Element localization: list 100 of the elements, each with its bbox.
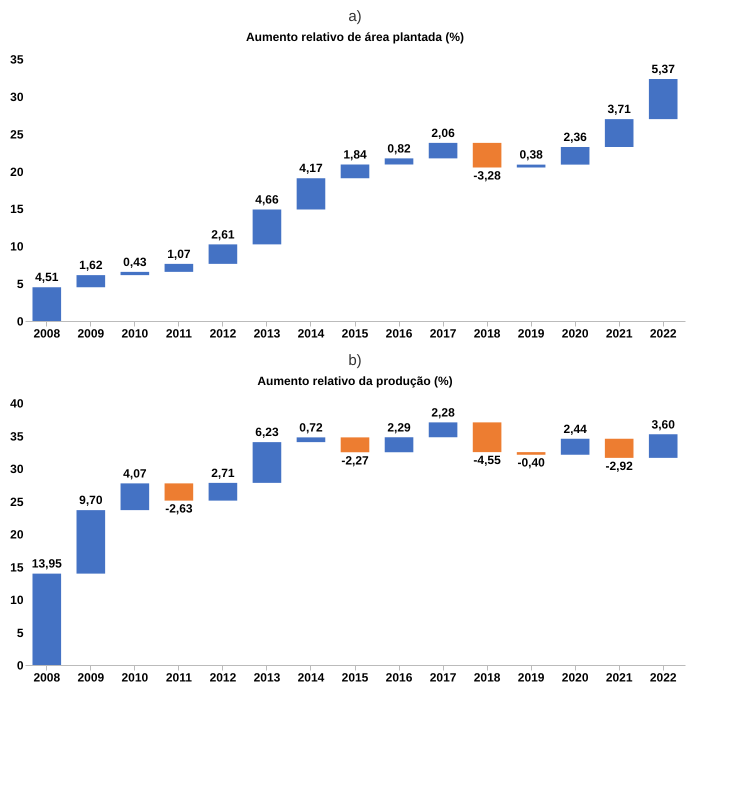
x-tick-label: 2021	[606, 670, 633, 684]
bar	[428, 142, 458, 158]
chart-title: a)	[348, 8, 362, 25]
bar	[472, 142, 502, 168]
y-tick-label: 5	[16, 626, 24, 640]
data-label: 3,71	[607, 102, 632, 116]
chart-subtitle: Aumento relativo da produção (%)	[257, 374, 453, 388]
y-tick-label: 35	[10, 52, 24, 66]
data-label: -4,55	[473, 453, 502, 468]
x-tick-label: 2012	[210, 670, 237, 684]
chart-subtitle: Aumento relativo de área plantada (%)	[246, 30, 464, 44]
data-label: 1,07	[167, 246, 191, 261]
y-tick-label: 0	[16, 658, 24, 672]
bar	[472, 422, 502, 452]
bar	[164, 264, 194, 272]
x-tick-label: 2019	[518, 326, 545, 340]
data-label: 2,61	[211, 227, 235, 242]
bar	[208, 482, 238, 501]
x-tick-label: 2015	[342, 326, 369, 340]
bar	[428, 422, 458, 438]
bar	[384, 437, 414, 452]
data-label: -2,27	[341, 453, 369, 468]
data-label: 1,84	[343, 147, 367, 162]
x-tick-label: 2008	[33, 326, 60, 340]
bar	[560, 438, 590, 455]
data-label: 0,43	[123, 254, 147, 269]
y-tick-label: 15	[10, 560, 24, 574]
x-tick-label: 2013	[254, 670, 281, 684]
bar	[340, 437, 370, 452]
x-tick-label: 2014	[298, 326, 325, 340]
y-tick-label: 10	[10, 240, 24, 254]
bar	[340, 164, 370, 178]
y-tick-label: 35	[10, 429, 24, 444]
x-tick-label: 2022	[650, 670, 677, 684]
data-label: 2,29	[387, 420, 412, 434]
x-tick-label: 2018	[474, 670, 501, 684]
bar	[604, 438, 634, 458]
x-tick-label: 2017	[430, 670, 457, 684]
y-tick-label: 5	[16, 277, 24, 292]
x-tick-label: 2021	[606, 326, 633, 340]
x-tick-label: 2020	[562, 670, 589, 684]
x-tick-label: 2016	[386, 326, 413, 340]
data-label: -2,92	[605, 458, 634, 473]
bar	[516, 164, 546, 168]
y-tick-label: 30	[10, 90, 24, 104]
bar	[296, 437, 326, 442]
x-tick-label: 2018	[474, 326, 501, 340]
y-tick-label: 15	[10, 202, 24, 216]
data-label: -2,63	[165, 502, 193, 516]
bar	[32, 287, 62, 321]
data-label: 9,70	[79, 493, 103, 508]
y-tick-label: 40	[10, 396, 24, 410]
y-tick-label: 25	[10, 494, 24, 509]
x-tick-label: 2022	[650, 326, 677, 340]
bar	[648, 434, 678, 458]
y-tick-label: 10	[10, 593, 24, 607]
data-label: 13,95	[32, 556, 62, 571]
bar	[516, 452, 546, 455]
bar	[32, 574, 62, 665]
data-label: 4,07	[123, 466, 147, 480]
x-tick-label: 2008	[33, 670, 60, 684]
bar	[604, 119, 634, 147]
data-label: 5,37	[652, 62, 676, 76]
data-label: 2,36	[563, 130, 588, 144]
y-tick-label: 30	[10, 462, 24, 476]
x-tick-label: 2014	[298, 670, 325, 684]
x-tick-label: 2011	[166, 326, 192, 340]
y-tick-label: 20	[10, 164, 24, 179]
x-tick-label: 2010	[122, 670, 149, 684]
data-label: 4,51	[35, 270, 59, 284]
y-tick-label: 25	[10, 127, 24, 142]
bar	[120, 483, 150, 510]
data-label: 4,66	[255, 192, 279, 206]
data-label: 2,44	[563, 422, 588, 436]
data-label: -0,40	[517, 456, 546, 470]
x-tick-label: 2019	[518, 670, 545, 684]
chart-title: b)	[348, 352, 362, 369]
bar	[76, 510, 106, 574]
bar	[560, 146, 590, 165]
bar	[120, 272, 150, 276]
bar	[252, 209, 282, 244]
data-label: 0,72	[299, 420, 323, 434]
x-tick-label: 2017	[430, 326, 457, 340]
data-label: 6,23	[255, 425, 279, 440]
x-tick-label: 2015	[342, 670, 369, 684]
data-label: 3,60	[652, 417, 676, 432]
data-label: 2,71	[211, 466, 235, 480]
x-tick-label: 2009	[77, 326, 104, 340]
x-tick-label: 2010	[122, 326, 149, 340]
bar	[384, 158, 414, 164]
bar	[296, 178, 326, 210]
y-tick-label: 0	[16, 314, 24, 328]
data-label: 0,38	[519, 148, 544, 162]
x-tick-label: 2009	[77, 670, 104, 684]
x-tick-label: 2016	[386, 670, 413, 684]
x-tick-label: 2011	[166, 670, 192, 684]
bar	[252, 442, 282, 483]
data-label: 4,17	[299, 161, 323, 176]
bar	[648, 78, 678, 120]
bar	[164, 483, 194, 501]
